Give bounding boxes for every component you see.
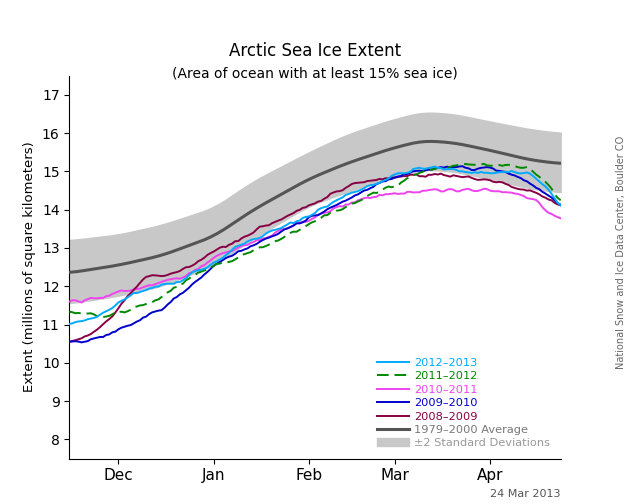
Legend: 2012–2013, 2011–2012, 2010–2011, 2009–2010, 2008–2009, 1979–2000 Average, ±2 Sta: 2012–2013, 2011–2012, 2010–2011, 2009–20… [372, 353, 555, 453]
Text: (Area of ocean with at least 15% sea ice): (Area of ocean with at least 15% sea ice… [172, 67, 458, 81]
Text: 24 Mar 2013: 24 Mar 2013 [490, 489, 561, 499]
Y-axis label: Extent (millions of square kilometers): Extent (millions of square kilometers) [23, 142, 37, 393]
Text: Arctic Sea Ice Extent: Arctic Sea Ice Extent [229, 42, 401, 60]
Text: National Snow and Ice Data Center, Boulder CO: National Snow and Ice Data Center, Bould… [616, 136, 626, 368]
